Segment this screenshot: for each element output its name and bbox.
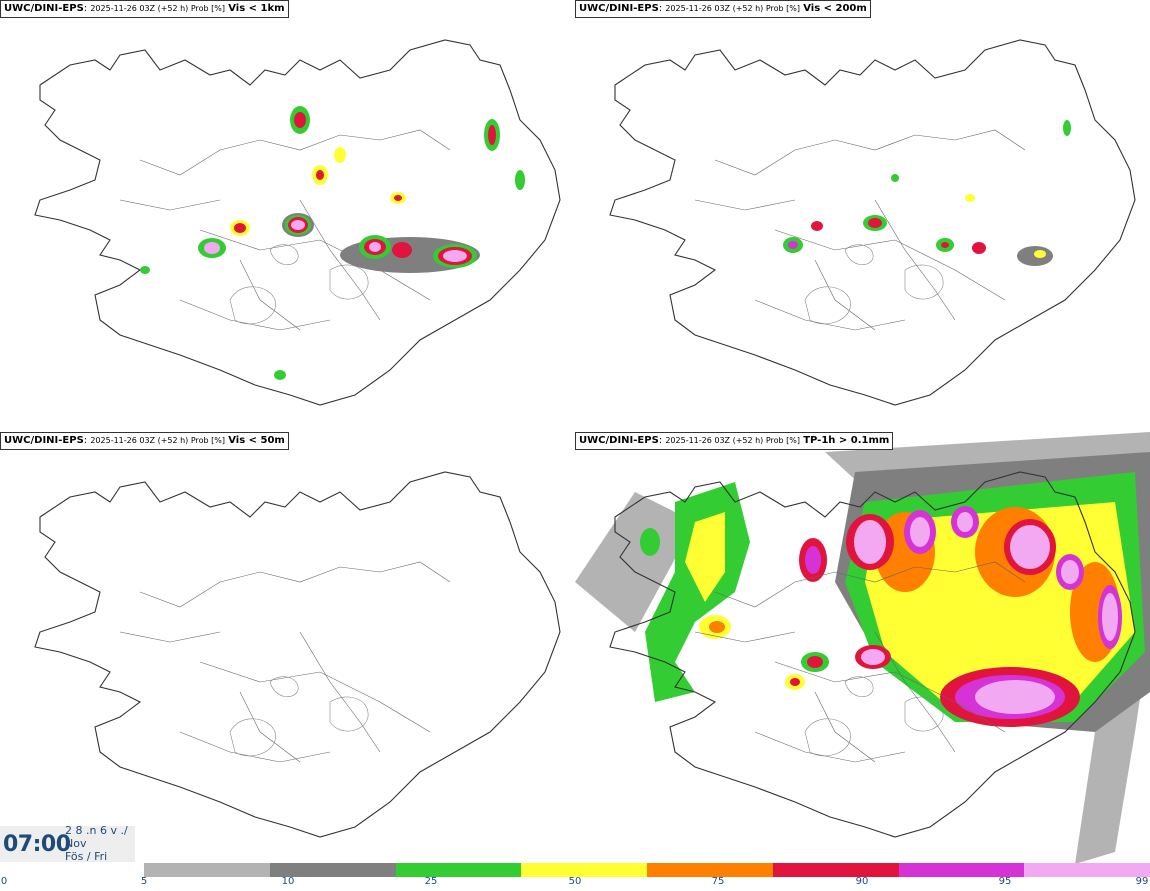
map-panel-precip: UWC/DINI-EPS: 2025-11-26 03Z (+52 h) Pro… xyxy=(575,432,1150,864)
panel-title: UWC/DINI-EPS: 2025-11-26 03Z (+52 h) Pro… xyxy=(575,432,894,450)
valid-time: 07:00 xyxy=(3,832,71,857)
map-panel-vis-1km: UWC/DINI-EPS: 2025-11-26 03Z (+52 h) Pro… xyxy=(0,0,575,432)
map-panel-vis-50m: UWC/DINI-EPS: 2025-11-26 03Z (+52 h) Pro… xyxy=(0,432,575,864)
legend-color-75-90 xyxy=(647,863,773,877)
legend-color-5-10 xyxy=(144,863,270,877)
color-legend-bar xyxy=(144,863,1150,877)
iceland-map xyxy=(34,39,561,406)
valid-date: 2 8 .n 6 v ./ Nov Fös / Fri xyxy=(65,824,128,863)
legend-tick: 75 xyxy=(711,876,725,887)
panel-title: UWC/DINI-EPS: 2025-11-26 03Z (+52 h) Pro… xyxy=(0,432,289,450)
probability-contours xyxy=(140,106,525,380)
legend-color-50-75 xyxy=(521,863,647,877)
legend-tick: 99 xyxy=(1135,876,1149,887)
legend-color-99-100 xyxy=(1024,863,1150,877)
iceland-map xyxy=(609,39,1136,406)
iceland-map xyxy=(575,432,1150,864)
legend-tick: 50 xyxy=(568,876,582,887)
legend-tick: 95 xyxy=(998,876,1012,887)
probability-contours xyxy=(783,120,1071,266)
legend-tick: 10 xyxy=(281,876,295,887)
legend-color-25-50 xyxy=(395,863,522,877)
legend-tick: 0 xyxy=(0,876,8,887)
valid-time-box: 07:00 2 8 .n 6 v ./ Nov Fös / Fri xyxy=(0,824,135,863)
panel-title: UWC/DINI-EPS: 2025-11-26 03Z (+52 h) Pro… xyxy=(575,0,871,18)
legend-tick: 25 xyxy=(424,876,438,887)
map-panel-vis-200m: UWC/DINI-EPS: 2025-11-26 03Z (+52 h) Pro… xyxy=(575,0,1150,432)
legend-tick: 90 xyxy=(855,876,869,887)
panel-title: UWC/DINI-EPS: 2025-11-26 03Z (+52 h) Pro… xyxy=(0,0,289,18)
legend-color-90-95 xyxy=(772,863,899,877)
probability-contours xyxy=(575,432,1150,864)
legend-color-95-99 xyxy=(898,863,1025,877)
legend-tick: 5 xyxy=(140,876,148,887)
legend-color-10-25 xyxy=(269,863,396,877)
iceland-map xyxy=(34,471,561,838)
